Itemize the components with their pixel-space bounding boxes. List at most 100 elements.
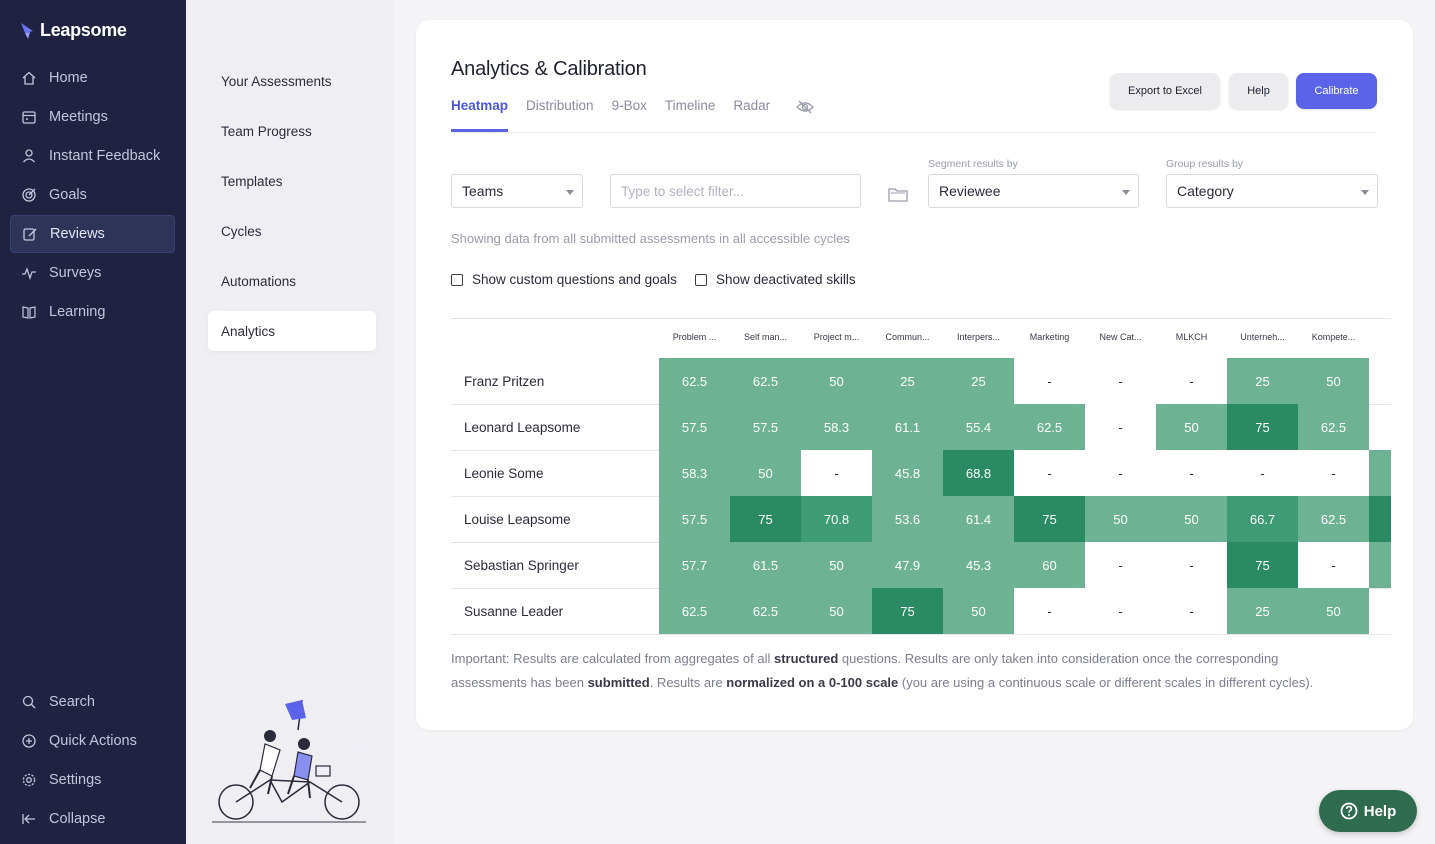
sidebar-item-reviews[interactable]: Reviews — [10, 215, 175, 253]
teams-select[interactable]: Teams — [451, 174, 583, 208]
heatmap-cell[interactable]: 50 — [1298, 588, 1369, 634]
brand-logo[interactable]: Leapsome — [20, 20, 127, 41]
column-header[interactable]: MLKCH — [1175, 332, 1208, 342]
group-select[interactable]: Category — [1166, 174, 1378, 208]
tab-timeline[interactable]: Timeline — [664, 98, 716, 113]
column-header[interactable]: Self man... — [743, 332, 788, 342]
heatmap-cell[interactable]: - — [1298, 450, 1369, 496]
subnav-item-cycles[interactable]: Cycles — [221, 223, 262, 239]
column-header[interactable]: Project m... — [813, 332, 860, 342]
heatmap-cell[interactable]: 50 — [1298, 358, 1369, 404]
tab-distribution[interactable]: Distribution — [526, 98, 594, 113]
heatmap-cell[interactable]: - — [1014, 588, 1085, 634]
heatmap-cell[interactable]: - — [1156, 588, 1227, 634]
sidebar-item-collapse[interactable]: Collapse — [10, 800, 175, 838]
heatmap-cell[interactable]: 45.3 — [943, 542, 1014, 588]
help-chat-button[interactable]: Help — [1319, 790, 1417, 832]
heatmap-cell[interactable]: 75 — [1227, 542, 1298, 588]
heatmap-cell[interactable]: - — [1156, 358, 1227, 404]
heatmap-cell[interactable]: - — [1298, 542, 1369, 588]
heatmap-cell[interactable]: 45.8 — [872, 450, 943, 496]
heatmap-cell[interactable]: - — [1085, 542, 1156, 588]
folder-icon[interactable] — [888, 185, 908, 203]
heatmap-cell[interactable]: 50 — [801, 542, 872, 588]
heatmap-cell[interactable]: 57.5 — [659, 404, 730, 450]
subnav-item-templates[interactable]: Templates — [221, 173, 283, 189]
reviewee-name[interactable]: Sebastian Springer — [464, 557, 579, 573]
column-header[interactable]: Interpers... — [956, 332, 1001, 342]
heatmap-cell[interactable]: 50 — [1156, 404, 1227, 450]
heatmap-cell[interactable]: 66.7 — [1227, 496, 1298, 542]
heatmap-cell[interactable]: 50 — [730, 450, 801, 496]
column-header[interactable]: Commun... — [885, 332, 930, 342]
heatmap-cell[interactable]: 68.8 — [943, 450, 1014, 496]
heatmap-cell[interactable]: 25 — [1227, 358, 1298, 404]
heatmap-cell[interactable]: 62.5 — [730, 358, 801, 404]
deactivated-skills-toggle[interactable]: Show deactivated skills — [695, 272, 856, 287]
column-header[interactable]: Kompete... — [1311, 332, 1356, 342]
checkbox-icon[interactable] — [695, 273, 707, 286]
tab-9-box[interactable]: 9-Box — [611, 98, 647, 113]
heatmap-cell[interactable]: - — [1085, 450, 1156, 496]
heatmap-cell[interactable]: 50 — [801, 358, 872, 404]
heatmap-cell[interactable]: 61.5 — [730, 542, 801, 588]
heatmap-cell[interactable]: 62.5 — [730, 588, 801, 634]
heatmap-cell[interactable]: 61.1 — [872, 404, 943, 450]
column-header[interactable]: Unterneh... — [1240, 332, 1285, 342]
heatmap-cell[interactable]: 70.8 — [801, 496, 872, 542]
export-excel-button[interactable]: Export to Excel — [1110, 73, 1220, 109]
sidebar-item-goals[interactable]: Goals — [10, 176, 175, 214]
heatmap-cell[interactable]: 75 — [1014, 496, 1085, 542]
heatmap-cell[interactable]: - — [1085, 404, 1156, 450]
sidebar-item-learning[interactable]: Learning — [10, 293, 175, 331]
heatmap-cell[interactable]: 62.5 — [659, 588, 730, 634]
heatmap-cell[interactable]: 25 — [1227, 588, 1298, 634]
sidebar-item-surveys[interactable]: Surveys — [10, 254, 175, 292]
heatmap-cell[interactable]: 50 — [943, 588, 1014, 634]
column-header[interactable]: New Cat... — [1099, 332, 1142, 342]
heatmap-cell[interactable]: 50 — [1085, 496, 1156, 542]
sidebar-item-meetings[interactable]: Meetings — [10, 98, 175, 136]
subnav-item-your-assessments[interactable]: Your Assessments — [221, 73, 332, 89]
heatmap-cell[interactable]: 62.5 — [1298, 404, 1369, 450]
heatmap-cell[interactable]: 47.9 — [872, 542, 943, 588]
checkbox-icon[interactable] — [451, 273, 463, 286]
sidebar-item-quick-actions[interactable]: Quick Actions — [10, 722, 175, 760]
heatmap-cell[interactable]: - — [1014, 358, 1085, 404]
heatmap-cell[interactable]: - — [801, 450, 872, 496]
sidebar-item-settings[interactable]: Settings — [10, 761, 175, 799]
segment-select[interactable]: Reviewee — [928, 174, 1139, 208]
subnav-item-analytics[interactable]: Analytics — [208, 311, 376, 351]
sidebar-item-home[interactable]: Home — [10, 59, 175, 97]
heatmap-cell[interactable]: 57.7 — [659, 542, 730, 588]
sidebar-item-search[interactable]: Search — [10, 683, 175, 721]
heatmap-cell[interactable]: - — [1156, 450, 1227, 496]
heatmap-cell[interactable]: 60 — [1014, 542, 1085, 588]
help-button[interactable]: Help — [1229, 73, 1288, 109]
heatmap-cell[interactable]: 25 — [943, 358, 1014, 404]
subnav-item-automations[interactable]: Automations — [221, 273, 297, 289]
heatmap-cell[interactable]: 58.3 — [801, 404, 872, 450]
reviewee-name[interactable]: Leonie Some — [464, 465, 544, 481]
heatmap-cell[interactable]: 75 — [1227, 404, 1298, 450]
heatmap-cell[interactable]: 62.5 — [659, 358, 730, 404]
heatmap-cell[interactable]: - — [1156, 542, 1227, 588]
heatmap-cell[interactable]: - — [1227, 450, 1298, 496]
heatmap-cell[interactable]: 50 — [1156, 496, 1227, 542]
column-header[interactable]: Problem ... — [672, 332, 717, 342]
tab-radar[interactable]: Radar — [733, 98, 771, 113]
subnav-item-team-progress[interactable]: Team Progress — [221, 123, 312, 139]
heatmap-cell[interactable]: 58.3 — [659, 450, 730, 496]
reviewee-name[interactable]: Leonard Leapsome — [464, 419, 581, 435]
heatmap-cell[interactable]: 57.5 — [730, 404, 801, 450]
calibrate-button[interactable]: Calibrate — [1296, 73, 1377, 109]
heatmap-cell[interactable]: 57.5 — [659, 496, 730, 542]
eye-slash-icon[interactable] — [796, 100, 815, 114]
sidebar-item-instant-feedback[interactable]: Instant Feedback — [10, 137, 175, 175]
tab-heatmap[interactable]: Heatmap — [451, 98, 509, 132]
column-header[interactable]: Marketing — [1029, 332, 1070, 342]
heatmap-cell[interactable]: 62.5 — [1298, 496, 1369, 542]
reviewee-name[interactable]: Franz Pritzen — [464, 373, 545, 389]
reviewee-name[interactable]: Susanne Leader — [464, 603, 564, 619]
heatmap-cell[interactable]: 75 — [730, 496, 801, 542]
